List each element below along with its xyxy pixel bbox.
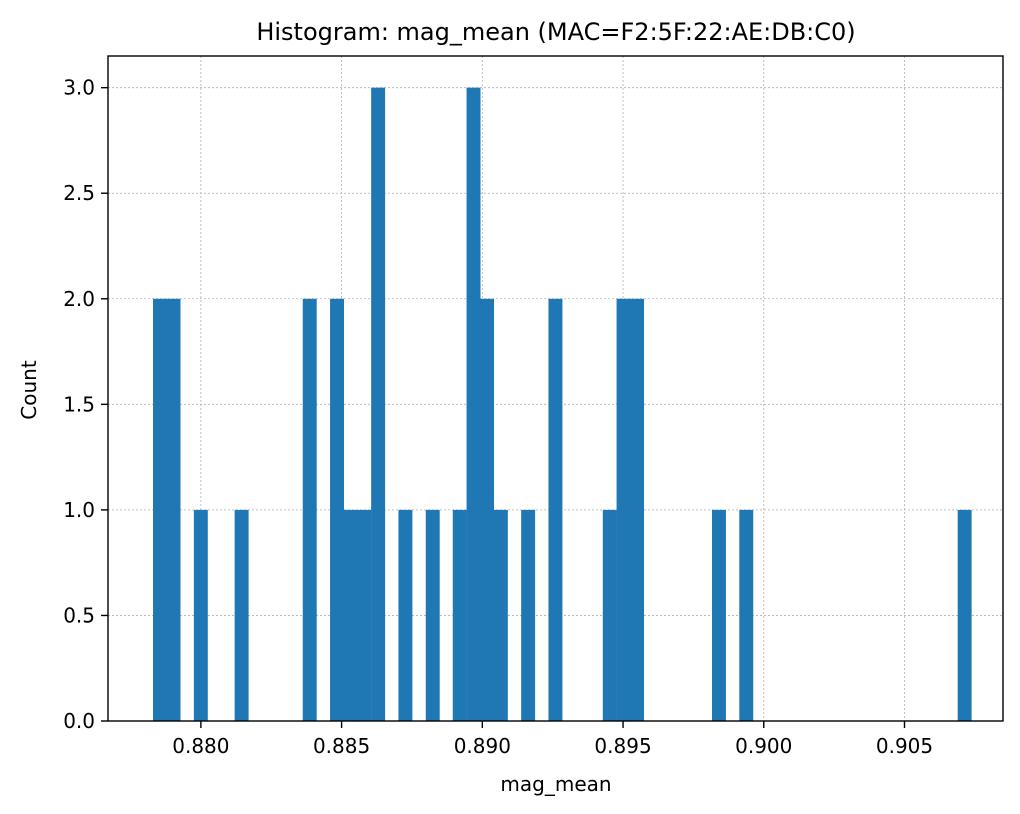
histogram-bar-21 (711, 509, 726, 721)
histogram-bar-9 (371, 87, 386, 721)
histogram-bar-14 (480, 298, 495, 721)
y-tick-label-0: 0.0 (63, 709, 95, 733)
y-tick-label-2: 1.0 (63, 498, 95, 522)
y-tick-label-6: 3.0 (63, 76, 95, 100)
chart-title: Histogram: mag_mean (MAC=F2:5F:22:AE:DB:… (256, 18, 855, 46)
y-tick-label-5: 2.5 (63, 181, 95, 205)
histogram-bar-13 (466, 87, 481, 721)
x-tick-label-0: 0.880 (172, 734, 229, 758)
histogram-bar-0 (153, 298, 167, 721)
histogram-bar-15 (493, 509, 508, 721)
histogram-bar-1 (166, 298, 181, 721)
histogram-bar-10 (398, 509, 413, 721)
x-tick-label-3: 0.895 (594, 734, 651, 758)
histogram-bar-11 (425, 509, 440, 721)
y-tick-label-3: 1.5 (63, 392, 95, 416)
x-tick-label-5: 0.905 (876, 734, 933, 758)
x-tick-label-1: 0.885 (313, 734, 370, 758)
x-tick-label-2: 0.890 (454, 734, 511, 758)
histogram-bar-20 (630, 298, 645, 721)
x-axis-label: mag_mean (500, 772, 611, 796)
histogram-bar-22 (739, 509, 754, 721)
histogram-bar-3 (193, 509, 208, 721)
histogram-bar-4 (234, 509, 249, 721)
bars (153, 87, 972, 721)
histogram-bar-6 (330, 298, 345, 721)
histogram-bar-7 (343, 509, 358, 721)
histogram-bar-23 (957, 509, 972, 721)
y-tick-label-4: 2.0 (63, 287, 95, 311)
histogram-bar-5 (302, 298, 317, 721)
x-axis-ticks: 0.880 0.885 0.890 0.895 0.900 0.905 (172, 721, 933, 758)
plot-frame (107, 55, 1004, 722)
histogram-bar-19 (616, 298, 631, 721)
x-tick-label-4: 0.900 (735, 734, 792, 758)
histogram-bar-16 (521, 509, 536, 721)
histogram-bar-18 (602, 509, 617, 721)
y-axis-ticks: 0.0 0.5 1.0 1.5 2.0 2.5 3.0 (63, 76, 108, 733)
y-tick-label-1: 0.5 (63, 603, 95, 627)
y-axis-label: Count (17, 360, 41, 420)
histogram-bar-8 (357, 509, 372, 721)
histogram-bar-17 (548, 298, 563, 721)
histogram-bar-12 (452, 509, 467, 721)
